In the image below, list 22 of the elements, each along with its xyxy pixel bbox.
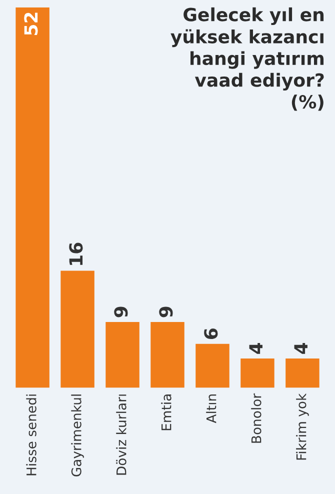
data-label: 6 <box>204 328 218 339</box>
data-label: 16 <box>69 242 83 265</box>
data-label: 4 <box>294 342 308 354</box>
x-tick-label: Emtia <box>161 394 172 430</box>
bar <box>150 322 184 388</box>
data-label: 9 <box>114 306 128 318</box>
bar <box>286 358 320 388</box>
x-tick-label: Altın <box>206 394 216 424</box>
x-tick-label: Hisse senedi <box>26 394 36 476</box>
x-tick-label: Döviz kurları <box>116 394 126 475</box>
x-tick-label: Bonolor <box>251 393 262 443</box>
x-tick-label: Fikrim yok <box>296 393 309 460</box>
data-label: 9 <box>159 306 173 318</box>
data-label: 4 <box>249 342 262 354</box>
text: Gelecek yıl en yüksek kazancı hangi yatırım vaad ediyor? (%) <box>170 7 324 111</box>
bar <box>196 344 230 388</box>
data-label: 52 <box>24 12 38 35</box>
bar <box>240 358 274 388</box>
bar <box>60 270 94 388</box>
bar <box>16 7 50 388</box>
x-tick-label: Gayrimenkul <box>71 394 84 476</box>
bar <box>106 322 140 388</box>
